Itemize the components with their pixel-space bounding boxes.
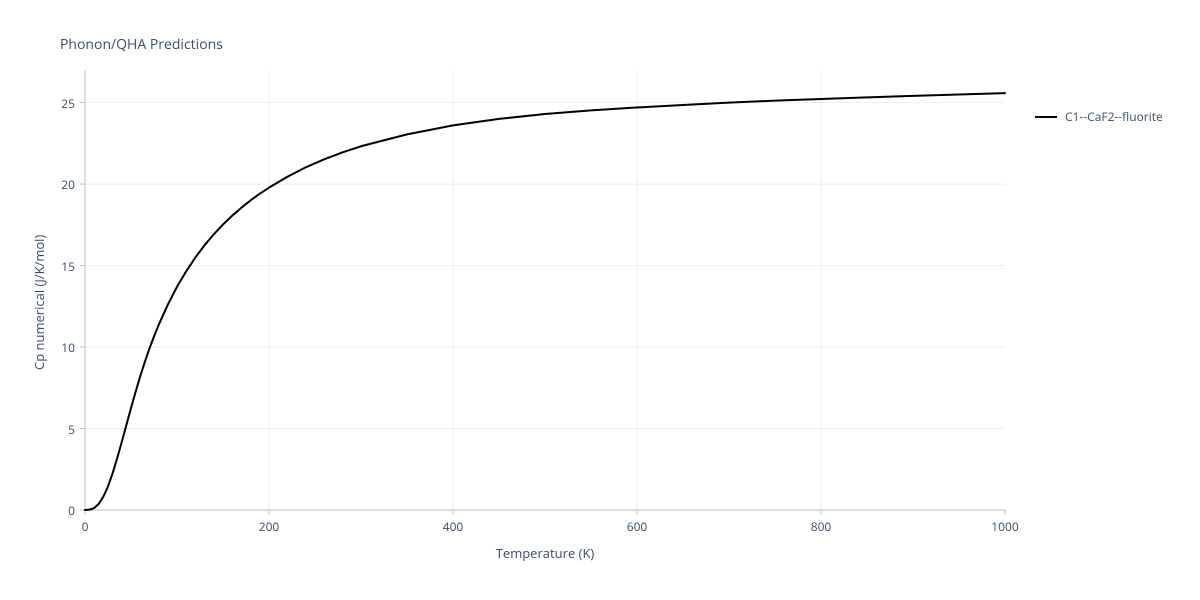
y-tick-label: 20: [35, 176, 75, 193]
x-tick-label: 800: [796, 518, 846, 535]
legend[interactable]: C1--CaF2--fluorite: [1035, 108, 1163, 125]
y-tick-label: 25: [35, 95, 75, 112]
x-tick-label: 0: [60, 518, 110, 535]
x-tick-label: 600: [612, 518, 662, 535]
x-tick-label: 400: [428, 518, 478, 535]
chart-plot[interactable]: [0, 0, 1200, 600]
legend-swatch: [1035, 116, 1057, 118]
legend-label: C1--CaF2--fluorite: [1065, 108, 1163, 125]
x-tick-label: 1000: [980, 518, 1030, 535]
chart-container: Phonon/QHA Predictions Temperature (K) C…: [0, 0, 1200, 600]
y-tick-label: 0: [35, 502, 75, 519]
y-tick-label: 10: [35, 339, 75, 356]
x-tick-label: 200: [244, 518, 294, 535]
y-tick-label: 5: [35, 421, 75, 438]
y-tick-label: 15: [35, 258, 75, 275]
x-axis-label: Temperature (K): [465, 544, 625, 562]
